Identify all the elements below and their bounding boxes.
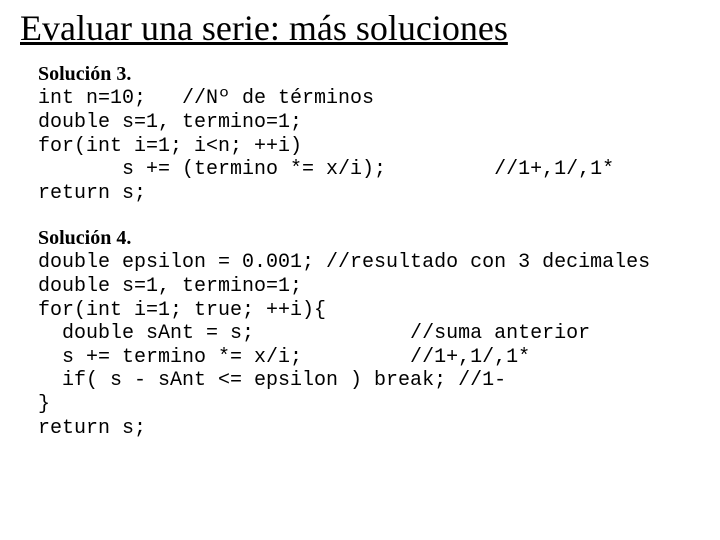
code-line: double epsilon = 0.001; //resultado con … [38,251,650,274]
page-title: Evaluar una serie: más soluciones [20,8,700,49]
solution-4-block: Solución 4. double epsilon = 0.001; //re… [38,227,700,440]
code-line: if( s - sAnt <= epsilon ) break; //1- [38,369,506,392]
solution-4-heading: Solución 4. [38,227,700,250]
code-line: double s=1, termino=1; [38,111,302,134]
code-line: return s; [38,182,146,205]
slide: Evaluar una serie: más soluciones Soluci… [0,0,720,482]
code-line: int n=10; //Nº de términos [38,87,374,110]
code-line: s += (termino *= x/i); //1+,1/,1* [38,158,614,181]
solution-4-code: double epsilon = 0.001; //resultado con … [38,251,700,440]
code-line: for(int i=1; true; ++i){ [38,299,326,322]
solution-3-block: Solución 3. int n=10; //Nº de términos d… [38,63,700,205]
solution-3-heading: Solución 3. [38,63,700,86]
code-line: for(int i=1; i<n; ++i) [38,135,302,158]
solution-3-code: int n=10; //Nº de términos double s=1, t… [38,87,700,205]
code-line: } [38,393,50,416]
code-line: double sAnt = s; //suma anterior [38,322,590,345]
code-line: return s; [38,417,146,440]
code-line: double s=1, termino=1; [38,275,302,298]
code-line: s += termino *= x/i; //1+,1/,1* [38,346,530,369]
